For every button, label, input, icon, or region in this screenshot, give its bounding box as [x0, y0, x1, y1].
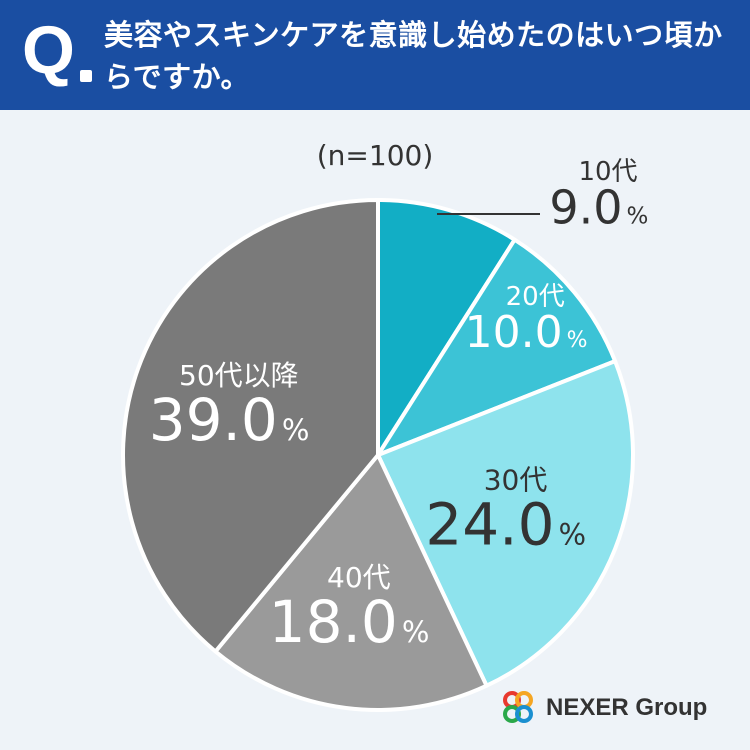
slice-value-4: 18.0%: [269, 588, 430, 656]
pie-slices: [121, 198, 635, 712]
slice-value-1: 9.0%: [549, 181, 648, 235]
pie-slice-4: [213, 453, 489, 712]
slice-value-2: 10.0%: [465, 307, 588, 358]
slice-label-2: 20代: [506, 282, 565, 312]
pie-slice-5: [121, 198, 380, 654]
slice-label-3: 30代: [484, 463, 548, 496]
percent-unit: %: [559, 518, 587, 552]
slice-label-5: 50代以降: [179, 359, 299, 392]
slice-label-1: 10代: [578, 157, 637, 187]
percent-unit: %: [627, 204, 649, 230]
pie-slice-3: [376, 359, 635, 688]
nexer-logo-icon: [503, 691, 533, 723]
slice-label-4: 40代: [327, 561, 391, 594]
question-header: Q 美容やスキンケアを意識し始めたのはいつ頃からですか。: [0, 0, 750, 110]
question-text: 美容やスキンケアを意識し始めたのはいつ頃からですか。: [104, 18, 723, 94]
percent-unit: %: [567, 328, 588, 353]
q-label: Q: [22, 12, 75, 88]
brand-name: NEXER Group: [546, 694, 708, 721]
brand-logo: NEXER Group: [498, 690, 707, 726]
sample-size-note: (n=100): [317, 139, 434, 172]
q-dot: [80, 70, 92, 82]
percent-unit: %: [282, 413, 310, 447]
pie-slice-2: [376, 237, 618, 457]
percent-unit: %: [402, 615, 430, 649]
pie-slice-1: [376, 198, 517, 457]
